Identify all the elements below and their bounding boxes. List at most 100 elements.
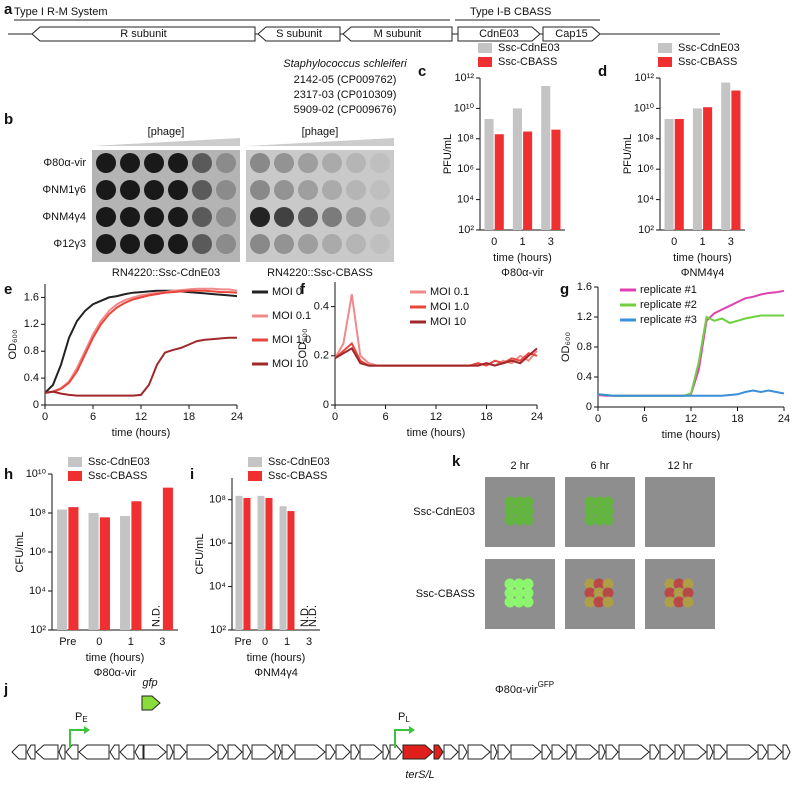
promoter-head [409, 726, 415, 734]
plaque-spot [298, 153, 318, 173]
gene-arrow [143, 744, 167, 760]
plaque-spot [216, 153, 236, 173]
x-tick-label: 24 [531, 411, 543, 423]
gene-arrow [227, 744, 243, 760]
y-axis-label: PFU/mL [442, 134, 454, 174]
legend-swatch [478, 43, 492, 53]
strain-label: Ssc-CBASS [416, 588, 475, 600]
panel-letter: b [4, 111, 13, 128]
plaque-spot [192, 153, 212, 173]
plaque-spot [216, 207, 236, 227]
legend-label: Ssc-CdnE03 [678, 42, 740, 54]
cell [664, 587, 676, 599]
system-label: Type I-B CBASS [470, 6, 551, 18]
x-tick-label: 18 [480, 411, 492, 423]
promoter-head [84, 726, 90, 734]
bar [243, 497, 251, 630]
plaque-spot [216, 180, 236, 200]
cell [522, 596, 534, 608]
gene-arrow [782, 744, 791, 760]
y-tick-label: 10⁶ [637, 163, 654, 175]
phage-label: ΦNM1γ6 [42, 184, 86, 196]
gene-arrow [706, 744, 714, 760]
gene-arrow [757, 744, 768, 760]
gene-arrow [551, 744, 567, 760]
phage-name: Φ80α-vir [495, 684, 538, 696]
gene-arrow [713, 744, 727, 760]
cell [513, 505, 525, 517]
y-tick-label: 0 [33, 399, 39, 411]
x-axis-label: time (hours) [493, 252, 552, 264]
plaque-spot [346, 153, 366, 173]
panel-letter: j [3, 681, 8, 698]
gene-arrow [443, 744, 459, 760]
plaque-spot [144, 234, 164, 254]
y-tick-label: 10⁴ [637, 194, 654, 206]
x-axis-label: time (hours) [662, 429, 721, 441]
bar [257, 495, 265, 630]
bar [235, 495, 243, 630]
legend-label: Ssc-CBASS [268, 470, 327, 482]
bar [162, 487, 173, 630]
chart-subtitle: Φ80α-vir [501, 267, 544, 279]
plaque-spot [120, 180, 140, 200]
x-axis-label: time (hours) [86, 652, 145, 664]
cell [513, 496, 525, 508]
cell [584, 514, 596, 526]
gene-arrow [342, 26, 453, 42]
cell [593, 578, 605, 590]
plaque-spot [144, 153, 164, 173]
gene-arrow [186, 744, 218, 760]
plaque-spot [298, 180, 318, 200]
x-tick-label: 6 [382, 411, 388, 423]
x-axis-label: time (hours) [112, 427, 171, 439]
bar [88, 513, 99, 630]
micrograph [645, 477, 715, 547]
x-tick-label: 0 [96, 636, 102, 648]
x-tick-label: 3 [159, 636, 165, 648]
gfp-label: gfp [142, 677, 157, 689]
y-tick-label: 10⁸ [637, 133, 654, 145]
y-tick-label: 10¹⁰ [634, 102, 655, 114]
legend-label: MOI 10 [430, 316, 466, 328]
plaque-spot [192, 234, 212, 254]
panel-letter: i [190, 466, 194, 483]
gene-arrow [274, 744, 282, 760]
plaque-spot [216, 234, 236, 254]
x-tick-label: 0 [42, 411, 48, 423]
legend-label: Ssc-CBASS [498, 56, 557, 68]
gene-arrow [350, 744, 360, 760]
x-tick-label: 18 [183, 411, 195, 423]
legend-swatch [68, 471, 82, 481]
legend-label: Ssc-CdnE03 [498, 42, 560, 54]
cell [602, 505, 614, 517]
x-tick-label: Pre [59, 636, 76, 648]
panel-letter: e [4, 281, 12, 298]
gene-arrow [11, 744, 27, 760]
line-series [44, 289, 238, 394]
promoter-p: P [75, 711, 82, 723]
plaque-spot [168, 207, 188, 227]
bar [692, 108, 702, 230]
plaque-spot [370, 180, 390, 200]
bar [287, 511, 295, 630]
gene-arrow [683, 744, 707, 760]
y-tick-label: 1.6 [24, 291, 39, 303]
cell [504, 587, 516, 599]
cell [593, 505, 605, 517]
legend-swatch [248, 471, 262, 481]
gene-label: Cap15 [555, 28, 587, 40]
plaque-spot [168, 180, 188, 200]
time-label: 2 hr [511, 460, 530, 472]
bar [265, 497, 273, 630]
gene-arrow [31, 26, 256, 42]
cell [504, 505, 516, 517]
plaque-spot [96, 180, 116, 200]
cell [664, 596, 676, 608]
bar [120, 516, 131, 630]
cell [522, 496, 534, 508]
gene-label: S subunit [276, 28, 322, 40]
x-axis-label: time (hours) [673, 252, 732, 264]
time-label: 6 hr [591, 460, 610, 472]
gene-arrow [767, 744, 783, 760]
